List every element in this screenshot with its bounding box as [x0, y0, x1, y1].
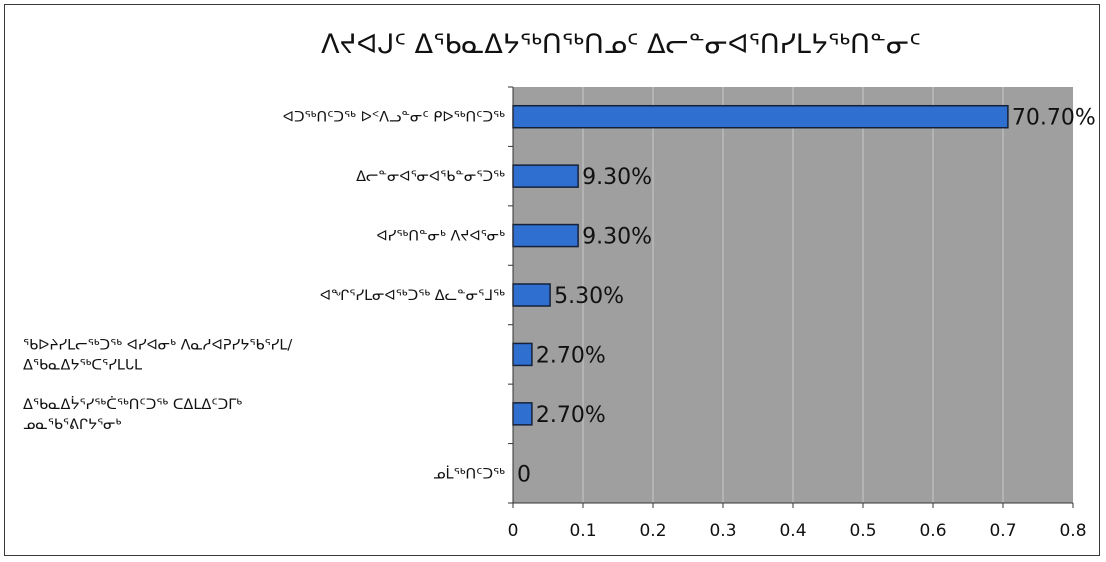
data-label: 0: [517, 462, 531, 487]
category-labels: ᐊᑐᖅᑎᑦᑐᖅ ᐅᑉᐱᓗᓐᓂᑦ ᑭᐅᖅᑎᑦᑐᖅ ᐃᓕᓐᓂᐊᕐᓂᐊᖃᓐᓂᕐᑐᖅ ᐊᓯᖅ…: [23, 110, 505, 483]
gridlines: [582, 87, 1004, 503]
data-label: 5.30%: [554, 284, 624, 309]
category-label: ᐃᓕᓐᓂᐊᕐᓂᐊᖃᓐᓂᕐᑐᖅ: [356, 169, 505, 185]
bar-chart: ᐱᔪᐊᒍᑦ ᐃᖃᓇᐃᔭᖅᑎᖅᑎᓄᑦ ᐃᓕᓐᓂᐊᕐᑎᓯᒪᔭᖅᑎᓐᓂᑦ 70.70%…: [23, 29, 1096, 541]
x-tick-label: 0.7: [989, 521, 1016, 541]
x-tick-label: 0.5: [849, 521, 876, 541]
x-tick-label: 0.6: [919, 521, 946, 541]
x-tick-label: 0.3: [709, 521, 736, 541]
x-tick-labels: 0 0.1 0.2 0.3 0.4 0.5 0.6 0.7 0.8: [508, 86, 1087, 541]
bar: [512, 223, 579, 248]
bar: [512, 402, 533, 426]
category-label: ᐃᖃᓇᐃᔮᕐᓯᖅᑖᖅᑎᑦᑐᖅ ᑕᐃᒪᐃᑦᑐᒥᒃ: [23, 395, 242, 413]
data-labels: 70.70% 9.30% 9.30% 5.30% 2.70% 2.70% 0: [517, 106, 1096, 488]
data-label: 2.70%: [536, 403, 606, 428]
category-label: ᖃᐅᔨᓯᒪᓕᖅᑐᖅ ᐊᓯᐊᓂᒃ ᐱᓇᓱᐊᕈᓯᔭᖃᕐᓯᒪ/: [23, 337, 292, 353]
bars: [512, 104, 1009, 426]
category-label: ᐊᓯᖅᑎᓐᓂᒃ ᐱᔪᐊᕐᓂᒃ: [376, 229, 505, 245]
category-label: ᐃᖃᓇᐃᔭᖅᑕᕐᓯᒪᒐᒪ: [23, 357, 142, 373]
x-tick-label: 0.4: [779, 521, 806, 541]
category-label: ᐊᖏᕐᓯᒪᓂᐊᖅᑐᖅ ᐃᓚᓐᓂᕐᒧᖅ: [320, 288, 505, 304]
chart-frame: ᐱᔪᐊᒍᑦ ᐃᖃᓇᐃᔭᖅᑎᖅᑎᓄᑦ ᐃᓕᓐᓂᐊᕐᑎᓯᒪᔭᖅᑎᓐᓂᑦ 70.70%…: [4, 4, 1100, 556]
category-label: ᓄᓇᖃᕐᕕᒋᔭᕐᓂᒃ: [23, 417, 121, 433]
data-label: 2.70%: [536, 343, 606, 368]
category-label: ᓄᒫᖅᑎᑦᑐᖅ: [433, 464, 505, 482]
category-label: ᐊᑐᖅᑎᑦᑐᖅ ᐅᑉᐱᓗᓐᓂᑦ ᑭᐅᖅᑎᑦᑐᖅ: [283, 110, 505, 126]
bar: [512, 342, 533, 367]
x-tick-label: 0: [508, 521, 519, 541]
data-label: 9.30%: [582, 165, 652, 190]
x-tick-label: 0.2: [639, 521, 666, 541]
chart-title: ᐱᔪᐊᒍᑦ ᐃᖃᓇᐃᔭᖅᑎᖅᑎᓄᑦ ᐃᓕᓐᓂᐊᕐᑎᓯᒪᔭᖅᑎᓐᓂᑦ: [321, 29, 921, 60]
bar: [512, 164, 579, 188]
data-label: 9.30%: [582, 225, 652, 250]
x-tick-label: 0.8: [1059, 521, 1086, 541]
bar: [512, 283, 551, 307]
bar: [512, 104, 1009, 129]
data-label: 70.70%: [1012, 106, 1096, 131]
x-tick-label: 0.1: [569, 521, 596, 541]
